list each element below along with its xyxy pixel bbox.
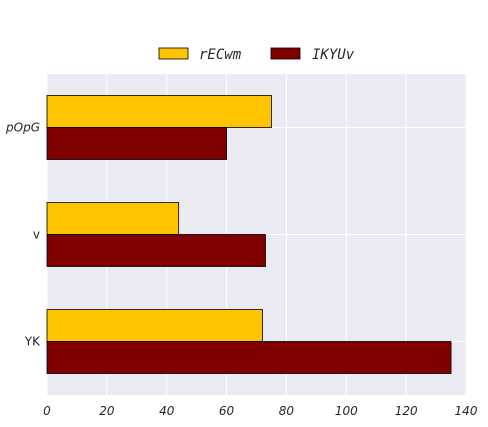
y-tick-label: v bbox=[33, 228, 40, 242]
bar-rECwm-v bbox=[46, 202, 180, 235]
x-tick-label: 20 bbox=[99, 404, 115, 418]
bar-IKYUv-v bbox=[46, 234, 266, 267]
x-tick-label: 140 bbox=[455, 404, 478, 418]
y-tick-label: pOpG bbox=[5, 121, 40, 135]
bar-IKYUv-YK bbox=[46, 341, 452, 374]
bars bbox=[46, 95, 452, 374]
y-tick-labels: pOpG v YK bbox=[5, 121, 41, 349]
legend-swatch-series-1 bbox=[270, 47, 301, 60]
legend-label-series-1: IKYUv bbox=[312, 47, 355, 63]
y-tick-label: YK bbox=[24, 335, 41, 349]
bar-rECwm-YK bbox=[46, 309, 263, 342]
x-tick-label: 120 bbox=[395, 404, 418, 418]
legend: rECwm IKYUv bbox=[158, 47, 355, 63]
legend-swatch-series-0 bbox=[158, 47, 189, 60]
x-tick-label: 100 bbox=[335, 404, 358, 418]
x-tick-label: 40 bbox=[159, 404, 175, 418]
bar-rECwm-pOpG bbox=[46, 95, 272, 128]
bar-IKYUv-pOpG bbox=[46, 127, 227, 160]
x-tick-label: 80 bbox=[279, 404, 295, 418]
x-tick-label: 60 bbox=[219, 404, 235, 418]
x-tick-label: 0 bbox=[43, 404, 51, 418]
legend-label-series-0: rECwm bbox=[199, 47, 242, 63]
x-tick-labels: 0 20 40 60 80 100 120 140 bbox=[43, 404, 478, 418]
